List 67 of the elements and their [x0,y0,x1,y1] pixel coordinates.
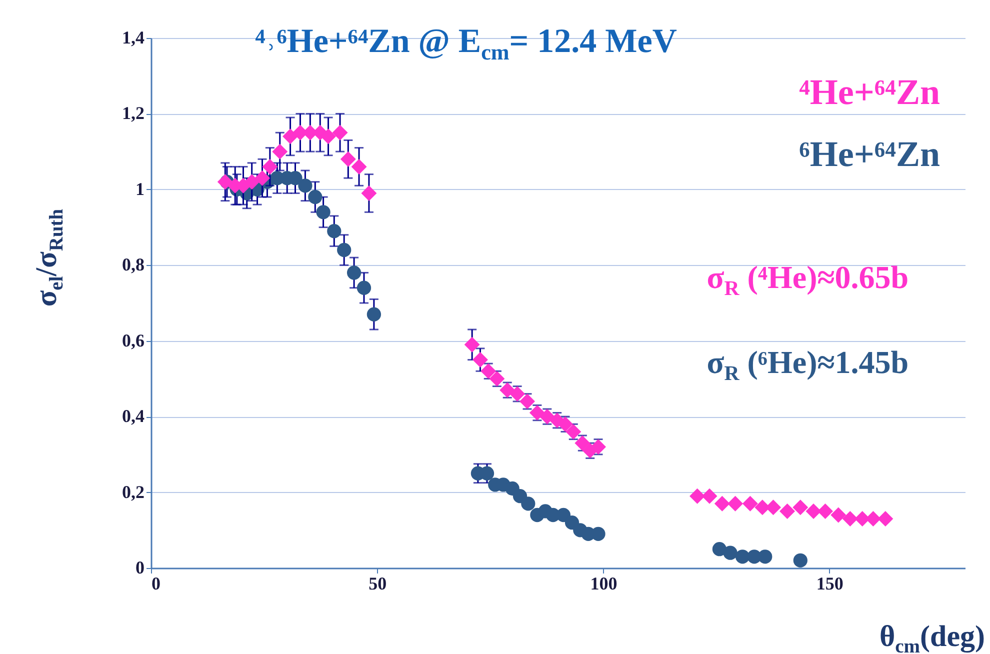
y-tick-label: 0,8 [122,254,144,275]
x-tick-label: 150 [816,574,844,594]
point [346,266,362,280]
y-tick-label: 0,4 [122,406,144,426]
point [712,542,727,556]
point [340,151,356,167]
point [690,488,706,504]
point [574,435,590,451]
point [742,496,758,512]
y-tick-label: 0,2 [122,482,144,502]
point [766,500,782,516]
point [298,178,312,193]
point [591,526,606,541]
point [590,439,606,455]
point [500,382,516,398]
point [818,503,834,519]
x-tick-label: 50 [368,574,387,594]
point [539,408,555,424]
point [308,190,322,204]
x-tick-label: 100 [590,574,618,594]
y-axis-title: σel/σRuth [30,208,68,307]
point [472,352,488,368]
point [316,205,330,220]
point [780,503,796,519]
point [351,158,367,174]
text: ⁶He+⁶⁴Zn [799,134,940,174]
point [702,488,718,504]
y-tick-label: 0,6 [122,330,144,350]
point [464,336,480,352]
point [510,386,526,402]
y-tick-label: 1,2 [122,103,144,124]
point [792,500,808,516]
y-tick-label: 0 [136,558,144,578]
point [480,363,496,379]
point [356,280,372,295]
y-tick-label: 1 [136,178,144,199]
point [332,124,348,140]
point [758,550,772,564]
point [723,546,738,560]
point [489,370,505,386]
text: ⁴He+⁶⁴Zn [799,72,940,112]
point [337,242,352,258]
point [521,496,536,511]
point [830,507,846,523]
point [366,307,382,322]
point [529,405,545,421]
point [556,508,570,522]
point [735,550,750,564]
point [327,224,342,238]
point [361,185,377,201]
point [806,503,822,519]
point [262,158,278,174]
point [320,128,336,144]
point [878,511,894,527]
point [282,128,298,144]
point [566,424,582,440]
point [842,511,858,527]
point [557,416,573,432]
point [272,144,288,160]
point [793,553,808,568]
point [714,496,730,512]
x-tick-label: 0 [152,574,160,594]
y-tick-label: 1,4 [122,28,144,48]
point [728,496,744,512]
point [254,170,270,186]
point [520,394,535,410]
point [244,174,260,190]
